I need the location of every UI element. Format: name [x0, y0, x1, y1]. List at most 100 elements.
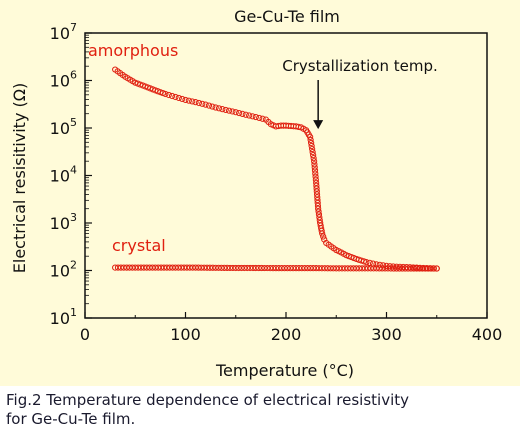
data-point	[232, 109, 239, 116]
data-point	[290, 265, 297, 272]
data-point	[313, 182, 320, 189]
data-point	[341, 265, 348, 272]
data-point	[319, 230, 326, 237]
data-point	[307, 133, 314, 140]
data-point	[258, 264, 265, 272]
data-point	[206, 264, 214, 271]
data-point	[169, 92, 176, 100]
data-point	[152, 264, 159, 271]
data-point	[172, 264, 179, 271]
y-tick-label: 107	[50, 21, 77, 43]
data-point	[313, 188, 320, 195]
data-point	[179, 95, 186, 103]
data-point	[241, 264, 248, 272]
data-point	[269, 265, 277, 272]
data-point	[373, 265, 380, 272]
data-point	[315, 211, 323, 218]
data-point	[209, 264, 216, 271]
data-point	[315, 208, 322, 215]
data-point	[137, 264, 145, 271]
x-axis-label: Temperature (°C)	[215, 361, 354, 380]
data-point	[311, 164, 318, 171]
data-point	[399, 265, 406, 272]
data-point	[247, 264, 254, 272]
data-point	[183, 264, 191, 271]
data-point	[275, 265, 282, 272]
y-axis-label: Electrical resisitivity (Ω)	[10, 83, 29, 273]
data-point	[189, 98, 196, 105]
data-point	[330, 265, 337, 272]
data-point	[356, 265, 363, 272]
y-tick-label: 103	[50, 211, 77, 233]
x-tick-label: 300	[371, 325, 402, 344]
data-point	[175, 94, 182, 102]
chart-figure: Ge-Cu-Te film 0 100 200 300 400 101 102 103 104…	[0, 0, 520, 428]
data-point	[244, 264, 251, 272]
figure-caption: Fig.2 Temperature dependence of electric…	[6, 391, 514, 429]
y-axis-ticks: 101 102 103 104 105 106 107	[50, 21, 92, 328]
data-point	[163, 264, 170, 271]
data-point	[310, 155, 317, 162]
y-tick-label: 104	[50, 164, 77, 186]
data-point	[310, 265, 317, 272]
annotation-arrow-head	[313, 120, 324, 130]
data-point	[249, 264, 257, 272]
data-point	[209, 103, 216, 110]
data-point	[229, 108, 236, 115]
data-point	[215, 105, 223, 112]
data-point	[175, 264, 182, 271]
series-layer	[112, 66, 440, 272]
data-point	[361, 265, 369, 272]
data-point	[212, 104, 219, 111]
y-tick-label: 105	[50, 116, 77, 138]
data-point	[320, 233, 327, 240]
y-tick-label: 101	[50, 306, 77, 328]
data-point	[195, 99, 202, 107]
data-point	[311, 161, 318, 168]
data-point	[379, 265, 386, 272]
data-point	[157, 264, 165, 271]
series-amorphous	[112, 66, 440, 272]
data-point	[215, 264, 222, 271]
data-point	[165, 91, 172, 99]
series-label-amorphous: amorphous	[88, 41, 178, 60]
data-point	[219, 106, 226, 113]
data-point	[350, 265, 357, 272]
data-point	[318, 265, 325, 272]
data-point	[195, 264, 202, 271]
data-point	[324, 265, 331, 272]
data-point	[162, 90, 169, 98]
data-point	[252, 264, 259, 272]
data-point	[259, 115, 266, 122]
data-point	[278, 265, 285, 272]
data-point	[123, 264, 130, 271]
data-point	[373, 261, 380, 268]
data-point	[202, 101, 209, 108]
data-point	[129, 264, 136, 271]
data-point	[327, 265, 334, 272]
data-point	[246, 112, 253, 119]
data-point	[192, 264, 199, 271]
annotation-arrow	[313, 80, 324, 130]
data-point	[178, 264, 185, 271]
data-point	[155, 264, 162, 271]
data-point	[229, 264, 236, 272]
data-point	[287, 265, 294, 272]
data-point	[407, 265, 415, 272]
data-point	[370, 265, 377, 272]
data-point	[180, 264, 188, 271]
data-point	[140, 264, 147, 271]
data-point	[203, 264, 211, 271]
data-point	[252, 113, 259, 121]
data-point	[376, 265, 383, 272]
data-point	[309, 145, 316, 153]
data-point	[380, 262, 387, 269]
data-point	[311, 158, 318, 165]
data-point	[316, 214, 323, 221]
data-point	[311, 167, 319, 174]
data-point	[404, 265, 412, 272]
data-point	[114, 264, 122, 271]
data-point	[135, 264, 142, 271]
data-point	[225, 107, 233, 114]
data-point	[338, 265, 346, 272]
